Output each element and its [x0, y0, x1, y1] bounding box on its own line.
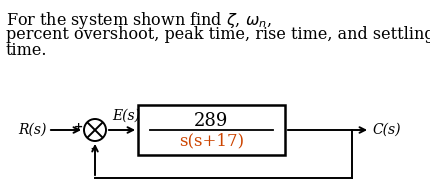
Text: 289: 289 — [194, 112, 228, 130]
Text: -: - — [90, 144, 95, 154]
Text: time.: time. — [6, 42, 47, 59]
Text: C(s): C(s) — [371, 123, 399, 137]
Text: percent overshoot, peak time, rise time, and settling: percent overshoot, peak time, rise time,… — [6, 26, 430, 43]
Bar — [138, 105, 284, 155]
Text: +: + — [74, 122, 83, 132]
Text: E(s): E(s) — [112, 109, 140, 123]
Text: For the system shown find $\zeta$, $\omega_n$,: For the system shown find $\zeta$, $\ome… — [6, 10, 271, 31]
Text: R(s): R(s) — [18, 123, 46, 137]
Text: s(s+17): s(s+17) — [178, 132, 243, 150]
